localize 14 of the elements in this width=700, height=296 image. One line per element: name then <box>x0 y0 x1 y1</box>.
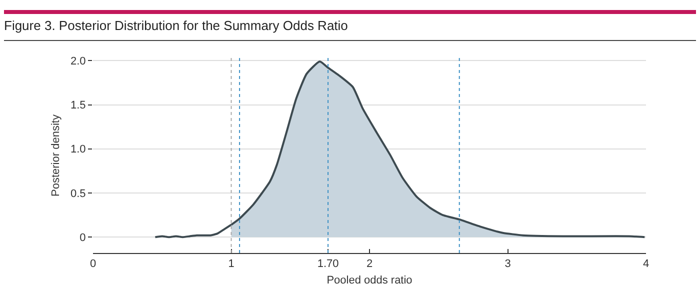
x-tick-label: 1 <box>228 258 234 270</box>
chart-title: Figure 3. Posterior Distribution for the Summary Odds Ratio <box>4 18 348 33</box>
y-tick-label: 0 <box>80 232 86 244</box>
y-tick-label: 0.5 <box>70 188 86 200</box>
x-axis-title: Pooled odds ratio <box>326 274 412 286</box>
x-tick-label: 4 <box>642 258 650 270</box>
x-tick-label: 3 <box>504 258 511 270</box>
y-tick-label: 1.0 <box>70 144 86 156</box>
x-tick-label: 2 <box>366 258 373 270</box>
x-tick-label: 1.70 <box>317 258 339 270</box>
y-tick-label: 1.5 <box>70 100 86 112</box>
y-tick-label: 2.0 <box>70 56 86 68</box>
y-axis-title: Posterior density <box>50 114 62 196</box>
x-tick-label: 0 <box>90 258 96 270</box>
